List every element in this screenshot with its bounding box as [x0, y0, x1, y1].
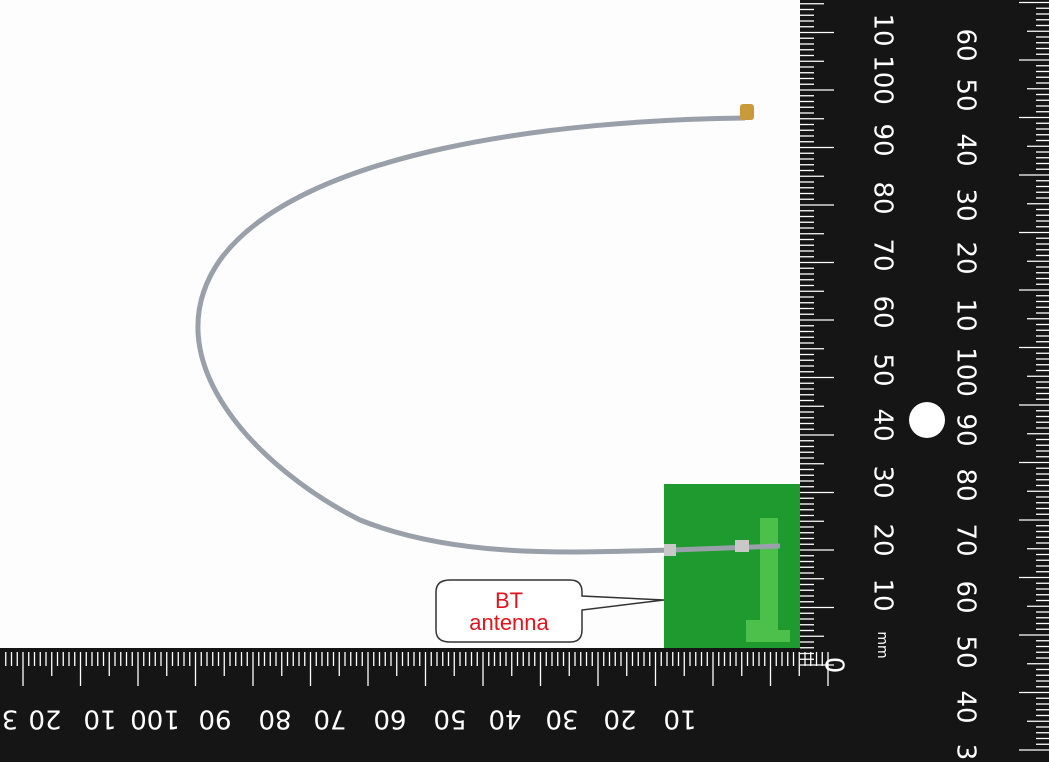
ruler-label: 90 [951, 413, 981, 446]
ruler-label: 70 [868, 238, 898, 271]
ruler-label: 3 [951, 744, 981, 761]
ruler-label: 80 [951, 468, 981, 501]
connector [740, 104, 754, 120]
solder-joint [735, 540, 749, 552]
ruler-hole [909, 402, 945, 438]
pcb [664, 484, 800, 648]
callout-text: BT [495, 588, 523, 613]
ruler-label: 40 [488, 704, 521, 734]
vertical-ruler [800, 0, 1049, 762]
ruler-zero: 0 [819, 657, 849, 674]
ruler-label: 70 [951, 523, 981, 556]
ruler-unit: mm [874, 631, 890, 658]
ruler-label: 3 [2, 704, 19, 734]
ruler-label: 60 [951, 28, 981, 61]
ruler-label: 40 [951, 133, 981, 166]
ruler-label: 60 [373, 704, 406, 734]
bottom-ruler [0, 648, 830, 762]
ruler-label: 10 [663, 704, 696, 734]
ruler-labels: 10 100 90 80 70 60 50 40 30 20 10 mm 0 60 50 40 30 20 10 10… [2, 13, 981, 760]
ruler-label: 10 [83, 704, 116, 734]
antenna-trace [746, 518, 790, 642]
ruler-label: 100 [868, 55, 898, 105]
ruler-label: 30 [868, 465, 898, 498]
ruler-label: 20 [28, 704, 61, 734]
ruler-label: 70 [313, 704, 346, 734]
ruler-label: 10 [868, 578, 898, 611]
cable [195, 115, 781, 555]
ruler-label: 30 [545, 704, 578, 734]
ruler-label: 100 [130, 704, 180, 734]
ruler-label: 50 [433, 704, 466, 734]
ruler-label: 20 [603, 704, 636, 734]
ruler-label: 80 [258, 704, 291, 734]
ruler-label: 100 [951, 347, 981, 397]
ruler-label: 80 [868, 181, 898, 214]
ruler-label: 10 [951, 298, 981, 331]
ruler-label: 40 [951, 690, 981, 723]
ruler-label: 50 [868, 353, 898, 386]
callout-text: antenna [469, 610, 549, 635]
ruler-ticks [5, 1, 1049, 751]
solder-joint [664, 544, 676, 556]
ruler-label: 50 [951, 78, 981, 111]
ruler-label: 20 [951, 241, 981, 274]
ruler-label: 50 [951, 635, 981, 668]
ruler-label: 40 [868, 408, 898, 441]
ruler-label: 90 [868, 123, 898, 156]
ruler-label: 30 [951, 188, 981, 221]
ruler-label: 20 [868, 523, 898, 556]
ruler-label: 60 [951, 580, 981, 613]
ruler-label: 90 [198, 704, 231, 734]
callout-box [435, 579, 665, 643]
ruler-label: 10 [868, 13, 898, 46]
ruler-label: 60 [868, 295, 898, 328]
